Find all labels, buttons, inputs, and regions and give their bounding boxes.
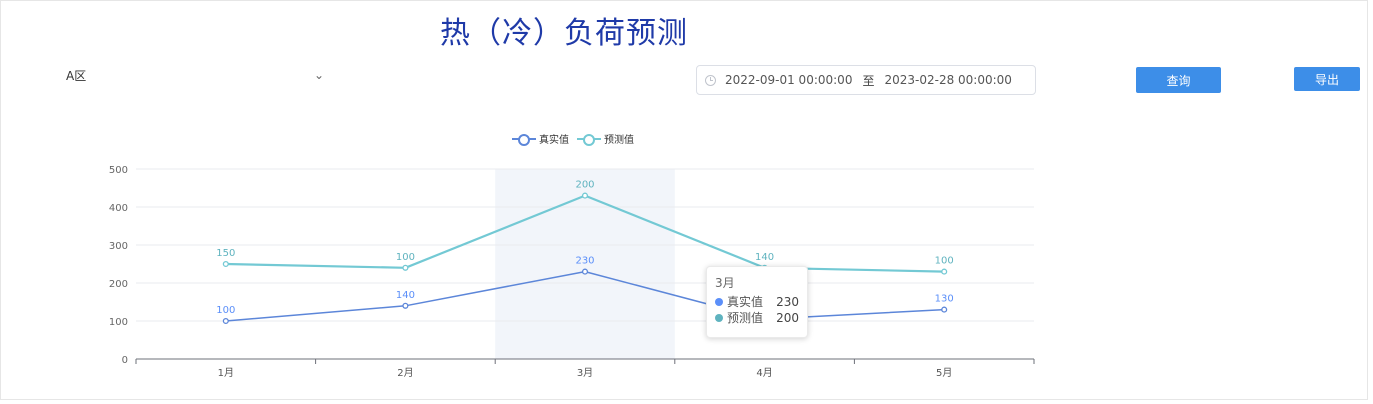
highlight-band bbox=[495, 169, 675, 359]
data-point bbox=[222, 317, 229, 325]
data-point bbox=[402, 264, 409, 271]
area-select[interactable]: A区 ⌄ bbox=[66, 64, 326, 86]
y-tick-label: 400 bbox=[109, 203, 128, 214]
clock-icon bbox=[705, 74, 716, 86]
data-label: 100 bbox=[216, 305, 235, 316]
tooltip-title: 3月 bbox=[715, 276, 735, 290]
data-label: 200 bbox=[575, 180, 594, 191]
x-tick-label: 2月 bbox=[397, 367, 413, 379]
x-tick-label: 4月 bbox=[756, 367, 772, 379]
data-point bbox=[402, 302, 409, 309]
chart-tooltip: 3月 真实值 230 预测值 200 bbox=[706, 266, 808, 338]
chevron-down-icon: ⌄ bbox=[313, 68, 324, 82]
data-label: 100 bbox=[396, 252, 415, 263]
date-range-picker[interactable]: 2022-09-01 00:00:00 至 2023-02-28 00:00:0… bbox=[696, 65, 1036, 95]
data-label: 150 bbox=[216, 248, 235, 259]
legend-item-actual[interactable]: 真实值 bbox=[512, 131, 569, 146]
x-tick-label: 5月 bbox=[936, 367, 952, 379]
date-range-separator: 至 bbox=[862, 73, 875, 88]
data-point bbox=[941, 268, 948, 275]
data-label: 140 bbox=[755, 252, 774, 263]
data-point bbox=[941, 306, 948, 313]
y-tick-label: 0 bbox=[122, 355, 128, 366]
tooltip-forecast-name: 预测值 bbox=[727, 311, 764, 325]
data-label: 100 bbox=[935, 256, 954, 267]
data-point bbox=[222, 260, 229, 268]
legend-forecast-marker bbox=[577, 133, 601, 146]
date-range-end[interactable]: 2023-02-28 00:00:00 bbox=[884, 73, 1012, 87]
data-point bbox=[581, 192, 589, 199]
data-point bbox=[581, 268, 589, 275]
y-tick-label: 100 bbox=[109, 317, 128, 328]
data-label: 230 bbox=[575, 256, 594, 267]
tooltip-actual-value: 230 bbox=[776, 295, 799, 309]
data-label: 140 bbox=[396, 290, 415, 301]
tooltip-forecast-dot bbox=[715, 314, 723, 322]
y-tick-label: 500 bbox=[109, 165, 128, 176]
x-tick-label: 3月 bbox=[577, 367, 593, 379]
chart-legend: 真实值 预测值 bbox=[512, 131, 642, 146]
tooltip-forecast-value: 200 bbox=[776, 311, 799, 325]
tooltip-row-forecast: 预测值 200 bbox=[715, 310, 799, 326]
x-tick-label: 1月 bbox=[218, 367, 234, 379]
area-select-value: A区 bbox=[66, 68, 87, 83]
export-button[interactable]: 导出 bbox=[1294, 67, 1360, 91]
y-tick-label: 200 bbox=[109, 279, 128, 290]
tooltip-actual-dot bbox=[715, 298, 723, 306]
legend-forecast-label: 预测值 bbox=[604, 135, 634, 146]
date-range-start[interactable]: 2022-09-01 00:00:00 bbox=[725, 73, 853, 87]
legend-actual-label: 真实值 bbox=[539, 135, 569, 146]
legend-actual-marker bbox=[512, 133, 536, 146]
data-label: 130 bbox=[935, 294, 954, 305]
y-tick-label: 300 bbox=[109, 241, 128, 252]
tooltip-row-actual: 真实值 230 bbox=[715, 294, 799, 310]
legend-item-forecast[interactable]: 预测值 bbox=[577, 131, 634, 146]
page-title: 热（冷）负荷预测 bbox=[440, 16, 688, 51]
query-button[interactable]: 查询 bbox=[1136, 67, 1221, 93]
tooltip-actual-name: 真实值 bbox=[727, 295, 764, 309]
